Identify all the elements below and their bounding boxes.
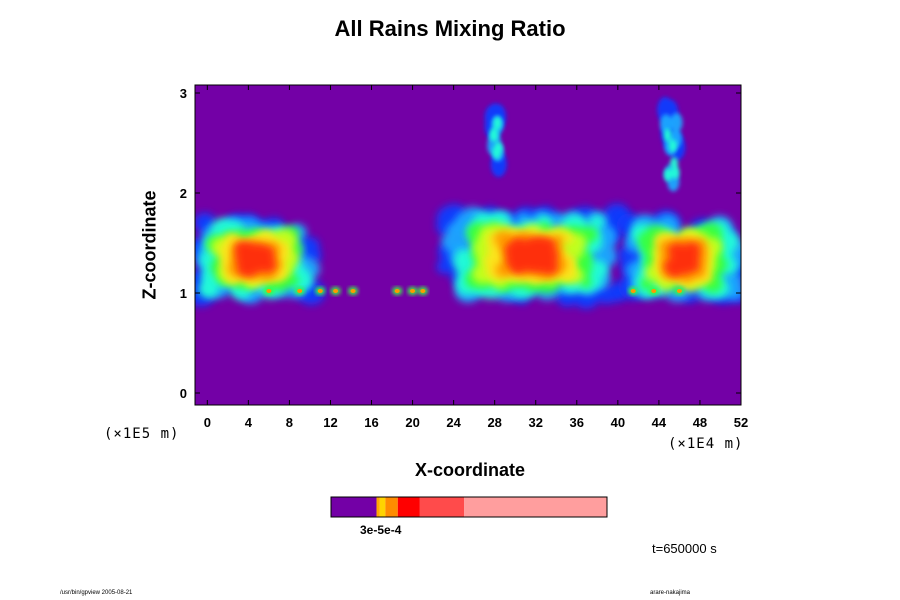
- x-axis-ticks: 0 4 8 12 16 20 24 28 32 36 40 44 48 52: [204, 85, 748, 430]
- x-tick-label: 36: [570, 415, 584, 430]
- cloud-intensity-level: [663, 241, 701, 278]
- x-tick-label: 0: [204, 415, 211, 430]
- y-tick-label: 3: [180, 86, 187, 101]
- cloud-blob: [569, 246, 584, 259]
- x-tick-label: 40: [611, 415, 625, 430]
- droplet-core: [651, 289, 657, 293]
- x-tick-label: 8: [286, 415, 293, 430]
- cloud-blob: [554, 234, 564, 244]
- droplet-core: [630, 289, 636, 293]
- cloud-blob: [490, 128, 499, 142]
- time-label: t=650000 s: [652, 541, 717, 556]
- cloud-center-layer: [436, 203, 631, 309]
- cloud-intensity-level: [663, 128, 680, 182]
- y-tick-label: 0: [180, 386, 187, 401]
- cloud-intensity-level: [504, 236, 559, 275]
- x-axis-label: X-coordinate: [414, 460, 525, 480]
- colorbar-swatch: [379, 497, 386, 517]
- droplet-core: [394, 289, 400, 293]
- cloud-intensity-level: [234, 241, 277, 278]
- cloud-blob: [493, 116, 502, 130]
- cloud-blob: [682, 251, 698, 266]
- droplet-core: [297, 289, 303, 293]
- colorbar-swatch: [331, 497, 377, 517]
- cloud-blob: [505, 253, 522, 267]
- colorbar-label: 3e-5e-4: [360, 523, 402, 537]
- y-tick-label: 1: [180, 286, 187, 301]
- x-tick-label: 16: [364, 415, 378, 430]
- cloud-blob: [667, 243, 683, 257]
- cloud-blob: [560, 232, 574, 244]
- colorbar-frame: [330, 496, 608, 518]
- cloud-blob: [240, 246, 258, 262]
- cloud-blob: [670, 112, 683, 133]
- droplet-core: [317, 289, 323, 293]
- x-tick-label: 28: [487, 415, 501, 430]
- droplet-core: [350, 289, 356, 293]
- x-tick-label: 24: [446, 415, 461, 430]
- plot-frame: [194, 84, 742, 406]
- cloud-blob: [492, 146, 501, 159]
- y-tick-label: 2: [180, 186, 187, 201]
- y-axis-ticks: 0 1 2 3: [180, 86, 741, 401]
- footer-right-text: arare-nakajima: [650, 590, 691, 596]
- x-tick-label: 20: [405, 415, 419, 430]
- cloud-blob: [580, 277, 592, 288]
- x-tick-label: 52: [734, 415, 748, 430]
- droplet-core: [266, 289, 272, 293]
- footer-left-text: /usr/bin/gpview 2005-08-21: [60, 590, 133, 596]
- cloud-blob: [663, 128, 672, 142]
- colorbar-swatch: [397, 497, 420, 517]
- cloud-blob: [697, 256, 708, 266]
- cloud-blob: [237, 266, 248, 276]
- cloud-left-layer: [195, 212, 326, 307]
- droplet-core: [676, 289, 682, 293]
- x-axis-multiplier: (×1E4 m): [668, 436, 744, 452]
- colorbar-swatch: [419, 497, 465, 517]
- cloud-column-28: [484, 103, 507, 177]
- cloud-blob: [670, 157, 679, 170]
- droplet-core: [410, 289, 416, 293]
- y-axis-multiplier: (×1E5 m): [104, 426, 180, 442]
- colorbar-swatch: [385, 497, 398, 517]
- cloud-blob: [677, 252, 685, 260]
- cloud-blob: [660, 114, 673, 134]
- x-tick-label: 48: [693, 415, 707, 430]
- droplet-core: [420, 289, 426, 293]
- cloud-layers: [195, 97, 741, 309]
- cloud-blob: [510, 237, 526, 251]
- x-tick-label: 32: [529, 415, 543, 430]
- x-tick-label: 12: [323, 415, 337, 430]
- cloud-blob: [540, 242, 554, 255]
- rain-droplets: [263, 287, 685, 295]
- cloud-blob: [245, 265, 257, 275]
- cloud-right-layer: [616, 210, 741, 305]
- cloud-blob: [468, 225, 481, 236]
- cloud-blob: [523, 244, 536, 256]
- cloud-blob: [680, 265, 690, 275]
- colorbar-swatch: [376, 497, 380, 517]
- x-tick-label: 44: [652, 415, 667, 430]
- cloud-intensity-level: [489, 116, 503, 159]
- colorbar-swatch: [464, 497, 607, 517]
- cloud-blob: [453, 253, 474, 272]
- x-tick-label: 4: [245, 415, 253, 430]
- y-axis-label: Z-coordinate: [139, 190, 160, 300]
- cloud-blob: [494, 230, 513, 247]
- cloud-blob: [198, 279, 219, 299]
- cloud-blob: [687, 264, 698, 273]
- colorbar: [330, 496, 608, 518]
- cloud-blob: [528, 260, 537, 269]
- droplet-core: [333, 289, 339, 293]
- cloud-blob: [589, 215, 605, 229]
- chart-title: All Rains Mixing Ratio: [334, 16, 566, 41]
- cloud-blob: [501, 264, 512, 274]
- cloud-blob: [663, 168, 672, 182]
- cloud-column-45: [657, 97, 686, 192]
- cloud-blob: [668, 139, 677, 153]
